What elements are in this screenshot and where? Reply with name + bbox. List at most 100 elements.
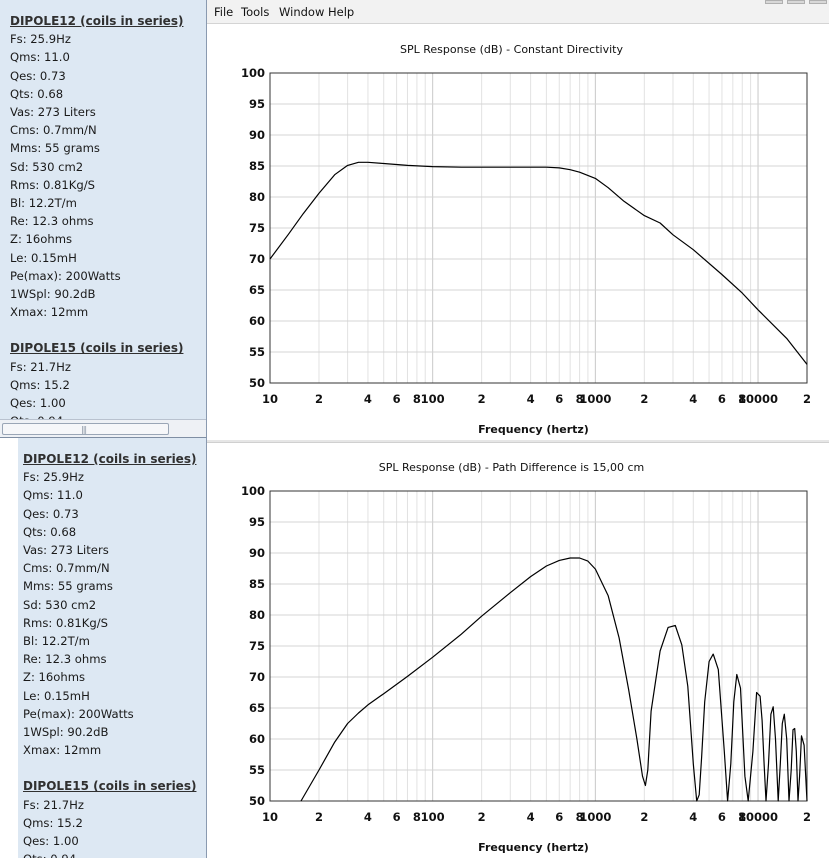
y-tick-label: 100 bbox=[241, 66, 265, 80]
spec-line: Le: 0.15mH bbox=[23, 688, 90, 703]
spec-line: Cms: 0.7mm/N bbox=[10, 123, 97, 138]
menu-help[interactable]: Help bbox=[328, 5, 355, 19]
y-tick-label: 75 bbox=[249, 221, 265, 235]
y-tick-label: 95 bbox=[249, 97, 265, 111]
y-tick-label: 70 bbox=[249, 252, 265, 266]
spec-line: Qms: 11.0 bbox=[23, 488, 83, 503]
driver-specs-panel-bottom[interactable]: DIPOLE12 (coils in series) Fs: 25.9Hz Qms:… bbox=[0, 437, 207, 858]
y-tick-label: 90 bbox=[249, 128, 265, 142]
x-tick-label: 2 bbox=[315, 810, 323, 824]
spec-line: Vas: 273 Liters bbox=[10, 105, 96, 120]
spec-line: Re: 12.3 ohms bbox=[10, 214, 94, 229]
spec-line: Bl: 12.2T/m bbox=[10, 196, 77, 211]
x-tick-label: 8 bbox=[413, 810, 421, 824]
x-tick-label: 8 bbox=[576, 392, 584, 406]
spec-gap bbox=[10, 321, 183, 339]
spec-line: Bl: 12.2T/m bbox=[23, 634, 90, 649]
x-tick-label: 8 bbox=[413, 392, 421, 406]
x-tick-label: 2 bbox=[315, 392, 323, 406]
spec-line: Fs: 25.9Hz bbox=[23, 470, 84, 485]
spec-line: Cms: 0.7mm/N bbox=[23, 561, 110, 576]
plot-frame bbox=[269, 72, 808, 384]
split-divider[interactable] bbox=[207, 440, 829, 442]
spec-line: Z: 16ohms bbox=[10, 232, 73, 247]
y-tick-label: 60 bbox=[249, 732, 265, 746]
y-tick-label: 80 bbox=[249, 190, 265, 204]
spec-line: Qms: 15.2 bbox=[23, 815, 83, 830]
spec-line: Qms: 15.2 bbox=[10, 377, 70, 392]
x-tick-label: 6 bbox=[555, 392, 563, 406]
spec-line: Rms: 0.81Kg/S bbox=[23, 615, 109, 630]
menu-tools[interactable]: Tools bbox=[241, 5, 270, 19]
spec-line: Mms: 55 grams bbox=[10, 141, 100, 156]
x-tick-label: 10 bbox=[262, 810, 278, 824]
spec-line: Sd: 530 cm2 bbox=[10, 159, 84, 174]
grip-icon: ||| bbox=[81, 425, 87, 434]
driver-title[interactable]: DIPOLE15 (coils in series) bbox=[10, 341, 184, 356]
minimize-button[interactable] bbox=[765, 0, 783, 4]
chart-title: SPL Response (dB) - Path Difference is 1… bbox=[379, 461, 645, 474]
x-tick-label: 2 bbox=[478, 810, 486, 824]
driver-title[interactable]: DIPOLE12 (coils in series) bbox=[23, 452, 197, 466]
menu-window[interactable]: Window bbox=[279, 5, 325, 19]
x-tick-label: 10000 bbox=[738, 392, 778, 406]
spec-line: Qms: 11.0 bbox=[10, 50, 70, 65]
chart-title: SPL Response (dB) - Constant Directivity bbox=[400, 43, 623, 56]
x-tick-label: 2 bbox=[803, 392, 811, 406]
spec-line: Qts: 0.94 bbox=[23, 850, 196, 858]
spec-line: Qes: 0.73 bbox=[23, 506, 79, 521]
maximize-button[interactable] bbox=[787, 0, 805, 4]
y-tick-label: 55 bbox=[249, 763, 265, 777]
y-tick-label: 85 bbox=[249, 577, 265, 591]
chart-panel-constant-directivity: SPL Response (dB) - Constant Directivity… bbox=[207, 25, 829, 440]
scrollbar-thumb[interactable]: ||| bbox=[2, 423, 169, 435]
x-tick-label: 6 bbox=[555, 810, 563, 824]
spec-line: 1WSpl: 90.2dB bbox=[10, 287, 96, 302]
horizontal-scrollbar[interactable]: ||| bbox=[0, 419, 206, 437]
menu-file[interactable]: File bbox=[214, 5, 234, 19]
y-tick-label: 80 bbox=[249, 608, 265, 622]
x-axis-label: Frequency (hertz) bbox=[478, 841, 589, 854]
driver-specs-list-bottom: DIPOLE12 (coils in series) Fs: 25.9Hz Qms:… bbox=[23, 450, 196, 858]
driver-title[interactable]: DIPOLE15 (coils in series) bbox=[23, 779, 197, 794]
spec-gap bbox=[23, 759, 196, 777]
spec-line: Vas: 273 Liters bbox=[23, 543, 109, 558]
x-tick-label: 1000 bbox=[579, 810, 611, 824]
spec-line: 1WSpl: 90.2dB bbox=[23, 725, 109, 740]
x-tick-label: 4 bbox=[689, 392, 697, 406]
spec-line: Re: 12.3 ohms bbox=[23, 652, 107, 667]
y-tick-label: 60 bbox=[249, 314, 265, 328]
y-tick-label: 90 bbox=[249, 546, 265, 560]
driver-title[interactable]: DIPOLE12 (coils in series) bbox=[10, 14, 184, 28]
x-tick-label: 100 bbox=[421, 392, 445, 406]
driver-specs-panel-top[interactable]: DIPOLE12 (coils in series) Fs: 25.9Hz Qms:… bbox=[0, 0, 207, 437]
x-tick-label: 4 bbox=[527, 392, 535, 406]
spec-line: Qts: 0.68 bbox=[23, 524, 77, 539]
x-tick-label: 100 bbox=[421, 810, 445, 824]
y-tick-label: 95 bbox=[249, 515, 265, 529]
series-line bbox=[300, 557, 808, 802]
y-tick-label: 55 bbox=[249, 345, 265, 359]
x-tick-label: 10 bbox=[262, 392, 278, 406]
y-tick-label: 85 bbox=[249, 159, 265, 173]
y-tick-label: 50 bbox=[249, 794, 265, 808]
y-tick-label: 50 bbox=[249, 376, 265, 390]
y-tick-label: 100 bbox=[241, 484, 265, 498]
x-tick-label: 6 bbox=[718, 392, 726, 406]
spec-line: Xmax: 12mm bbox=[23, 743, 102, 758]
series-line bbox=[269, 161, 808, 365]
close-button[interactable] bbox=[809, 0, 827, 4]
spec-line: Xmax: 12mm bbox=[10, 305, 89, 320]
x-tick-label: 1000 bbox=[579, 392, 611, 406]
spec-line: Rms: 0.81Kg/S bbox=[10, 177, 96, 192]
spec-line: Sd: 530 cm2 bbox=[23, 597, 97, 612]
spl-chart-constant-directivity: SPL Response (dB) - Constant Directivity… bbox=[241, 43, 811, 436]
x-tick-label: 6 bbox=[718, 810, 726, 824]
x-tick-label: 6 bbox=[393, 810, 401, 824]
spec-line: Qes: 1.00 bbox=[23, 834, 79, 849]
y-tick-label: 70 bbox=[249, 670, 265, 684]
spec-line: Qes: 1.00 bbox=[10, 396, 66, 411]
x-tick-label: 2 bbox=[640, 810, 648, 824]
x-tick-label: 4 bbox=[527, 810, 535, 824]
x-tick-label: 6 bbox=[393, 392, 401, 406]
